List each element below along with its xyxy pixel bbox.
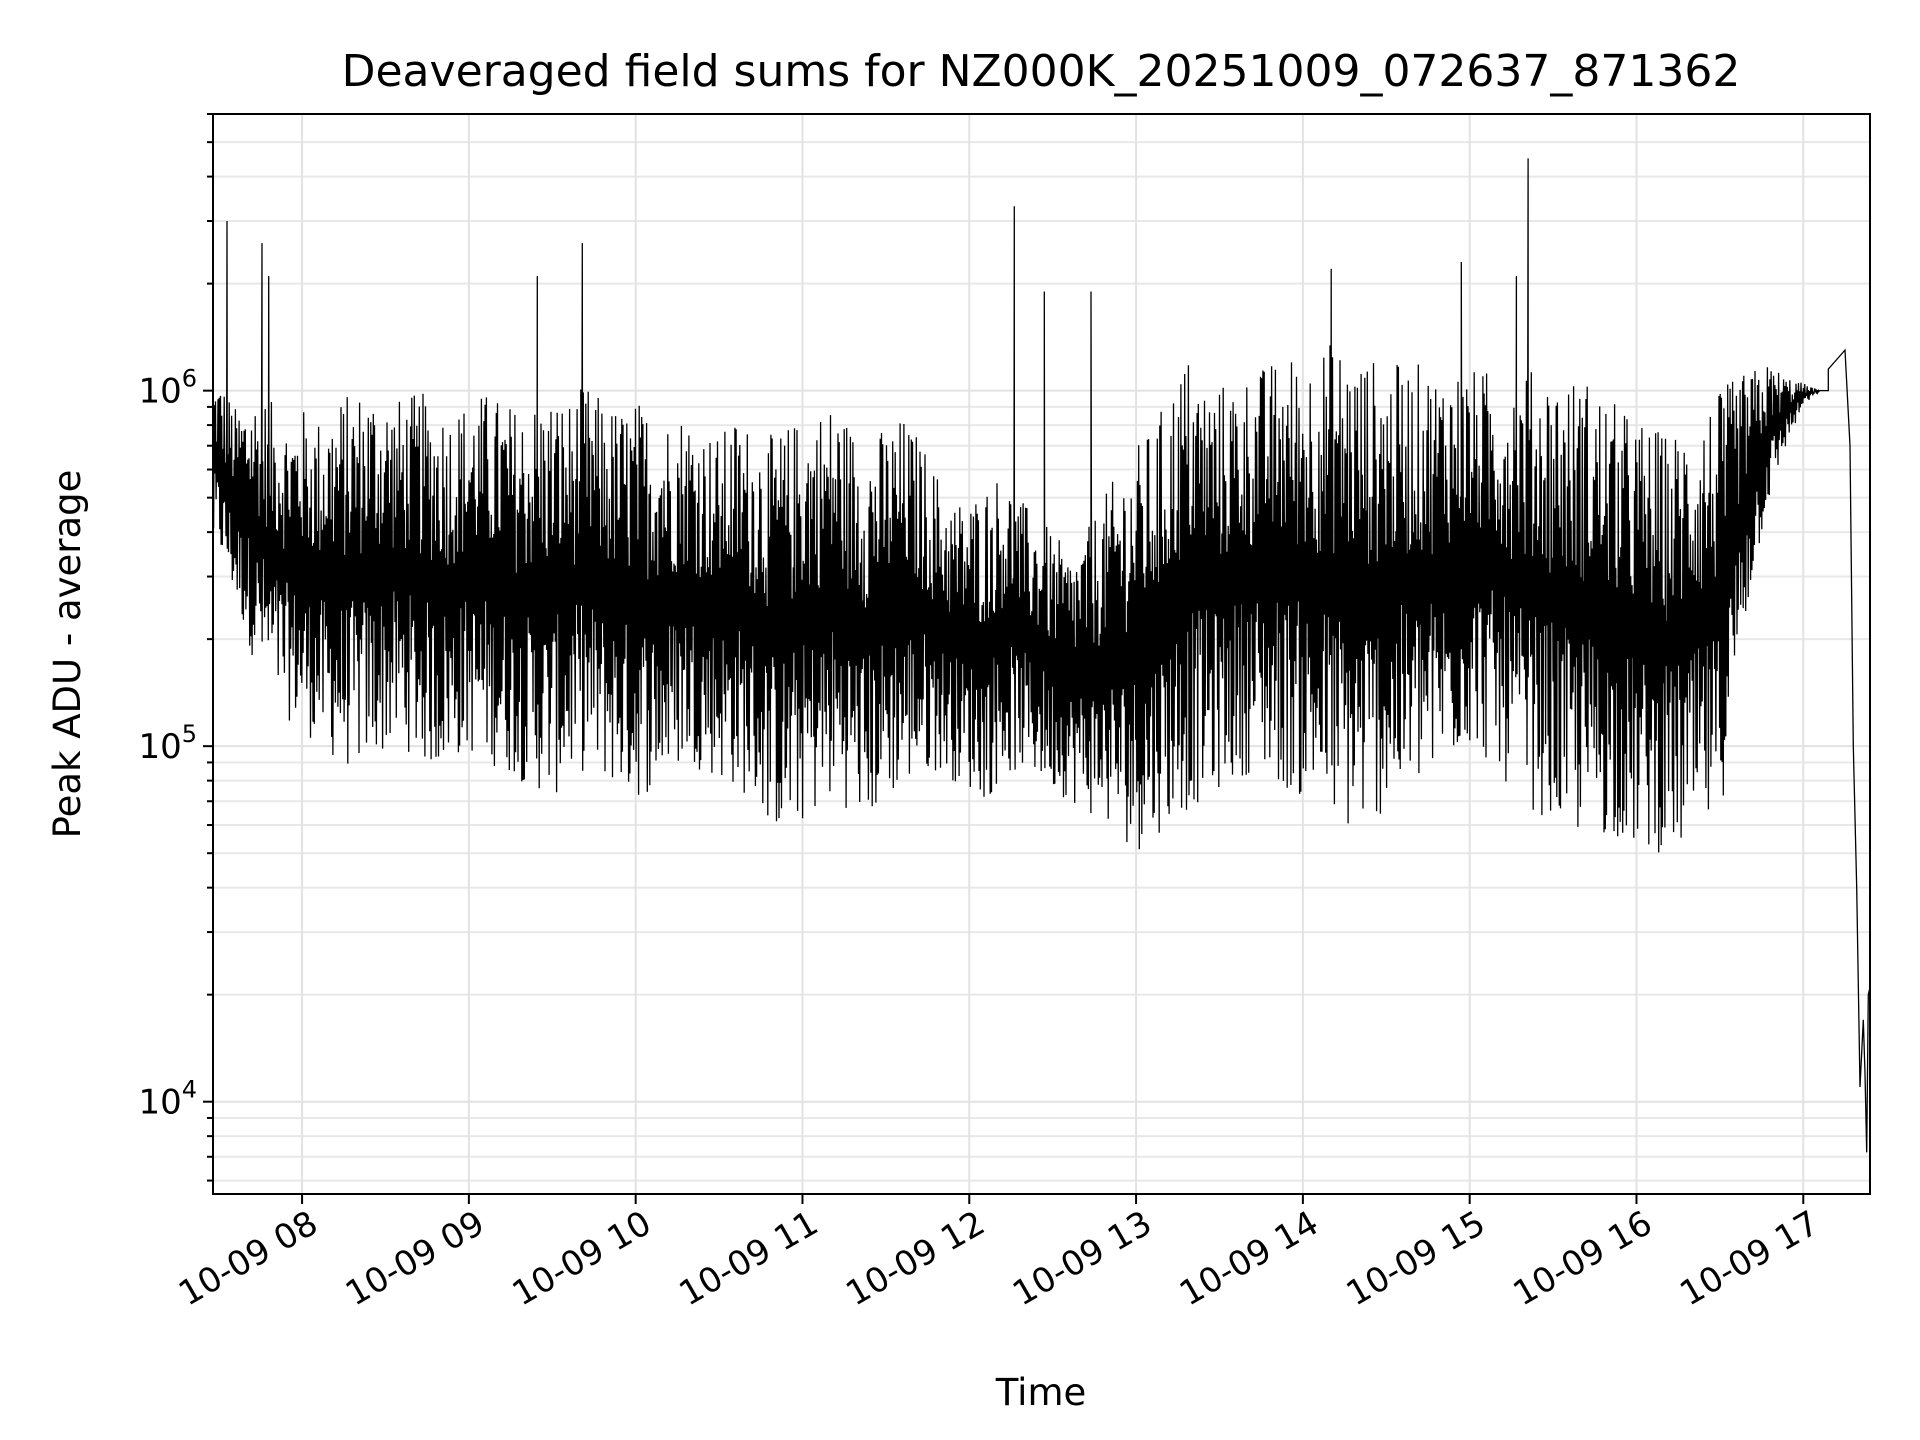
y-tick-label: 106 xyxy=(138,365,197,412)
grid xyxy=(213,113,1870,1194)
data-series-line xyxy=(212,158,1871,1153)
y-tick-label: 105 xyxy=(138,720,197,767)
y-axis: 104 105 106 xyxy=(138,113,213,1182)
chart-title: Deaveraged field sums for NZ000K_2025100… xyxy=(342,46,1741,97)
plot-frame xyxy=(212,113,1871,1195)
y-axis-label: Peak ADU - average xyxy=(46,470,89,839)
x-axis-label: Time xyxy=(995,1371,1087,1414)
y-tick-label: 104 xyxy=(138,1076,197,1123)
